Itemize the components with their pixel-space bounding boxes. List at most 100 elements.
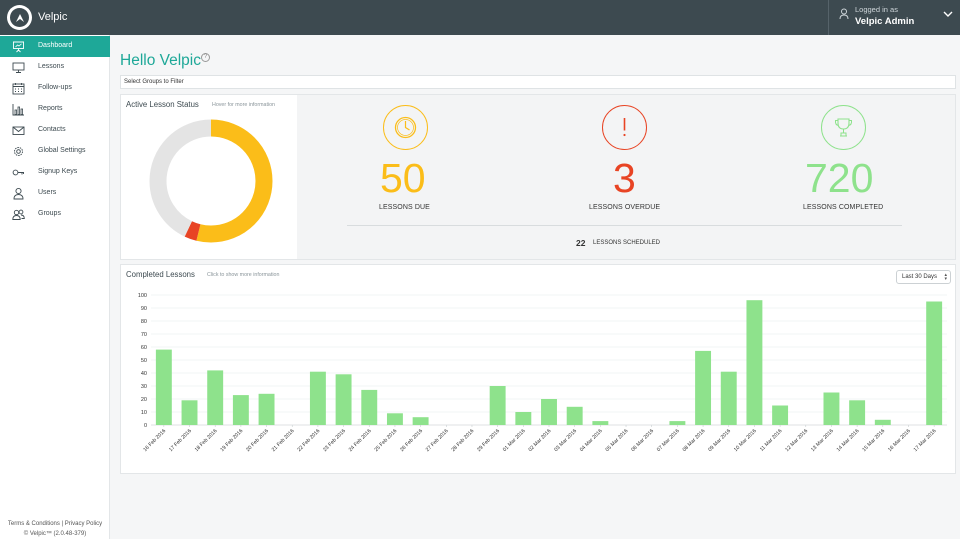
page-title: Hello Velpic — [120, 52, 201, 69]
bar-30[interactable] — [926, 301, 943, 426]
bar-13[interactable] — [489, 386, 506, 425]
sidebar-item-users[interactable]: Users — [0, 183, 110, 204]
bar-20[interactable] — [669, 421, 686, 425]
sidebar-item-label: Groups — [38, 210, 61, 217]
chart-title: Completed Lessons — [126, 270, 195, 279]
bar-17[interactable] — [592, 421, 609, 425]
bar-16[interactable] — [566, 406, 583, 425]
presentation-icon — [13, 41, 24, 53]
x-tick-label: 10 Mar 2016 — [733, 428, 758, 453]
sidebar-item-dashboard[interactable]: Dashboard — [0, 36, 110, 57]
sidebar-item-label: Contacts — [38, 126, 66, 133]
x-tick-label: 20 Feb 2016 — [245, 428, 270, 453]
bar-1[interactable] — [181, 400, 198, 425]
x-tick-label: 19 Feb 2016 — [219, 428, 244, 453]
exclamation-icon — [623, 118, 626, 137]
x-tick-label: 21 Feb 2016 — [271, 428, 296, 453]
group-filter-input[interactable]: Select Groups to Filter — [120, 75, 956, 89]
updown-caret-icon: ▴ ▾ — [944, 272, 947, 282]
x-tick-label: 26 Feb 2016 — [399, 428, 424, 453]
bar-27[interactable] — [849, 400, 866, 425]
lessons-due-value: 50 — [380, 155, 426, 201]
bar-2[interactable] — [207, 370, 224, 425]
gear-icon — [14, 147, 23, 156]
velpic-logo[interactable] — [7, 5, 32, 30]
x-tick-label: 04 Mar 2016 — [579, 428, 604, 453]
sidebar-footer: Terms & Conditions | Privacy Policy © Ve… — [0, 519, 110, 539]
sidebar-item-follow-ups[interactable]: Follow-ups — [0, 78, 110, 99]
lesson-status-panel: Active Lesson Status Hover for more info… — [120, 94, 956, 260]
clock-icon — [394, 116, 417, 139]
lessons-completed-value: 720 — [805, 155, 874, 201]
due-icon-circle — [383, 105, 428, 150]
lesson-status-donut[interactable] — [121, 95, 297, 259]
bar-6[interactable] — [309, 371, 326, 425]
bar-0[interactable] — [155, 349, 172, 425]
x-tick-label: 12 Mar 2016 — [784, 428, 809, 453]
sidebar-item-label: Global Settings — [38, 147, 86, 154]
monitor-icon — [12, 62, 25, 73]
top-bar: Velpic Logged in as Velpic Admin — [0, 0, 960, 35]
donut-segment-remaining[interactable] — [149, 119, 273, 243]
bar-24[interactable] — [772, 405, 789, 426]
x-tick-label: 14 Mar 2016 — [836, 428, 861, 453]
panel-title: Active Lesson Status — [126, 100, 199, 109]
y-tick-label: 70 — [141, 332, 147, 338]
lessons-overdue-value: 3 — [613, 155, 636, 201]
lessons-overdue-label: LESSONS OVERDUE — [589, 204, 661, 211]
y-tick-label: 90 — [141, 306, 147, 312]
x-tick-label: 18 Feb 2016 — [194, 428, 219, 453]
sidebar-item-label: Dashboard — [38, 42, 73, 49]
bar-9[interactable] — [386, 413, 403, 425]
bar-7[interactable] — [335, 374, 352, 425]
sidebar: Dashboard Lessons Follow-ups Reports Con… — [0, 35, 110, 539]
bar-14[interactable] — [515, 412, 532, 425]
sidebar-item-global-settings[interactable]: Global Settings — [0, 141, 110, 162]
terms-link[interactable]: Terms & Conditions — [7, 521, 60, 527]
metrics-divider — [347, 225, 902, 226]
user-menu[interactable]: Logged in as Velpic Admin — [828, 0, 960, 35]
bar-8[interactable] — [361, 389, 378, 425]
bar-10[interactable] — [412, 417, 429, 425]
bar-26[interactable] — [823, 392, 840, 426]
donut-card: Active Lesson Status Hover for more info… — [121, 95, 297, 259]
bar-4[interactable] — [258, 393, 275, 425]
sidebar-item-lessons[interactable]: Lessons — [0, 57, 110, 78]
y-tick-label: 80 — [141, 319, 147, 325]
x-tick-label: 05 Mar 2016 — [605, 428, 630, 453]
y-tick-label: 40 — [141, 371, 147, 377]
x-tick-label: 03 Mar 2016 — [553, 428, 578, 453]
completed-lessons-panel: 0 10 20 30 40 50 60 70 80 90 100 16 Feb 2016 17 Feb … — [120, 264, 956, 474]
bar-chart-icon — [12, 104, 24, 116]
completed-lessons-chart[interactable]: 0 10 20 30 40 50 60 70 80 90 100 16 Feb 2016 17 Feb … — [121, 265, 957, 475]
date-range-value: Last 30 Days — [902, 274, 938, 280]
bar-28[interactable] — [874, 419, 891, 425]
calendar-icon — [12, 83, 25, 95]
bar-23[interactable] — [746, 300, 763, 425]
overdue-icon-circle — [602, 105, 647, 150]
footer-separator: | — [61, 521, 64, 527]
bar-15[interactable] — [541, 399, 557, 425]
y-tick-label: 50 — [141, 358, 147, 364]
bar-3[interactable] — [232, 395, 249, 425]
sidebar-item-signup-keys[interactable]: Signup Keys — [0, 162, 110, 183]
x-tick-label: 25 Feb 2016 — [374, 428, 399, 453]
bar-22[interactable] — [720, 371, 737, 425]
sidebar-item-contacts[interactable]: Contacts — [0, 120, 110, 141]
sidebar-item-label: Follow-ups — [38, 84, 72, 91]
bar-21[interactable] — [695, 350, 712, 425]
chevron-down-icon[interactable] — [943, 10, 953, 18]
y-tick-label: 30 — [141, 384, 147, 390]
privacy-link[interactable]: Privacy Policy — [64, 521, 103, 527]
date-range-select[interactable]: Last 30 Days ▴ ▾ — [896, 270, 951, 284]
x-tick-label: 24 Feb 2016 — [348, 428, 373, 453]
sidebar-item-reports[interactable]: Reports — [0, 99, 110, 120]
x-tick-label: 22 Feb 2016 — [296, 428, 321, 453]
sidebar-item-groups[interactable]: Groups — [0, 204, 110, 225]
question-icon[interactable]: ? — [201, 53, 210, 62]
x-tick-label: 16 Feb 2016 — [142, 428, 167, 453]
x-tick-label: 01 Mar 2016 — [502, 428, 527, 453]
x-tick-label: 09 Mar 2016 — [707, 428, 732, 453]
x-tick-label: 07 Mar 2016 — [656, 428, 681, 453]
click-hint: Click to show more information — [207, 272, 280, 278]
